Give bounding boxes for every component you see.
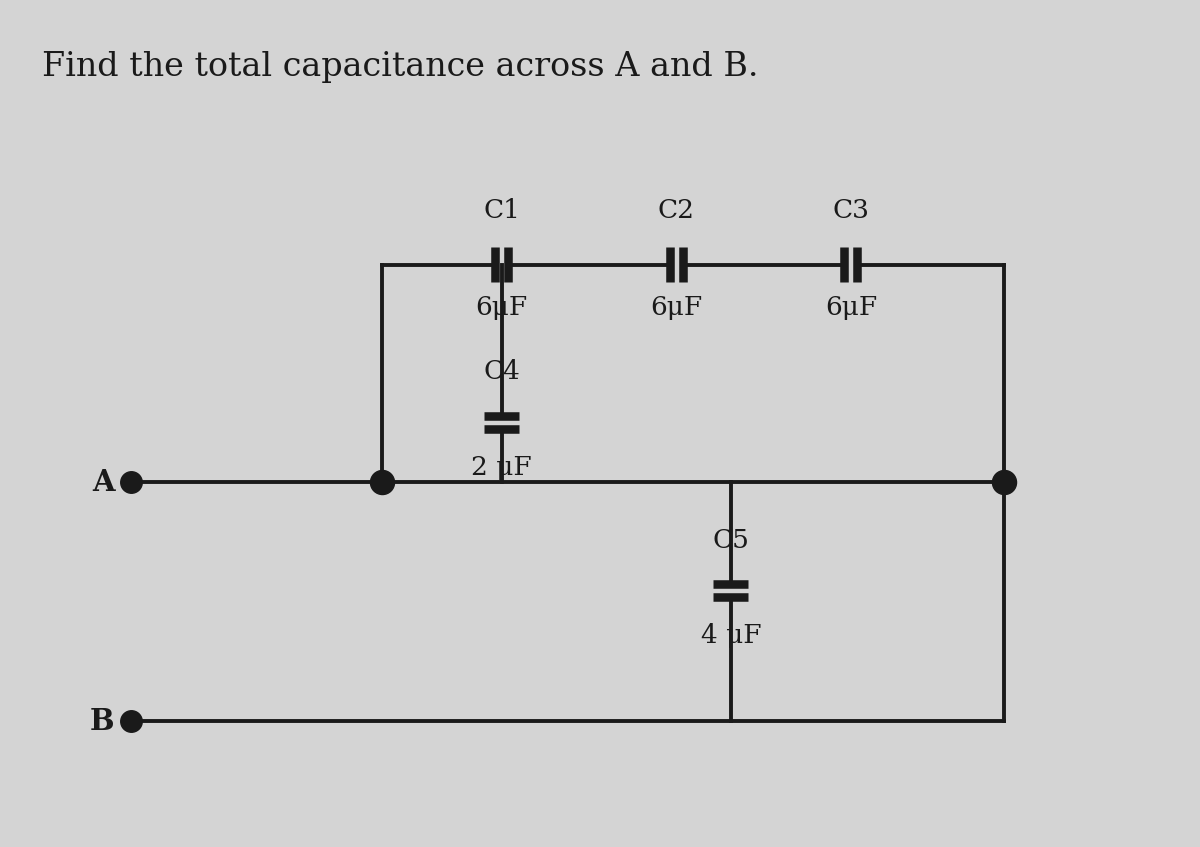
Text: B: B xyxy=(90,707,114,736)
Text: C2: C2 xyxy=(658,198,695,224)
Text: C4: C4 xyxy=(484,359,521,385)
Point xyxy=(994,475,1013,489)
Text: Find the total capacitance across A and B.: Find the total capacitance across A and … xyxy=(42,51,758,83)
Text: 4 μF: 4 μF xyxy=(701,623,761,649)
Point xyxy=(372,475,391,489)
Text: 2 μF: 2 μF xyxy=(472,455,532,480)
Text: 6μF: 6μF xyxy=(475,295,528,320)
Text: C1: C1 xyxy=(484,198,521,224)
Text: C5: C5 xyxy=(713,528,749,553)
Point xyxy=(121,715,140,728)
Text: 6μF: 6μF xyxy=(650,295,702,320)
Text: A: A xyxy=(92,468,114,496)
Text: C3: C3 xyxy=(833,198,870,224)
Text: 6μF: 6μF xyxy=(824,295,877,320)
Point xyxy=(121,475,140,489)
